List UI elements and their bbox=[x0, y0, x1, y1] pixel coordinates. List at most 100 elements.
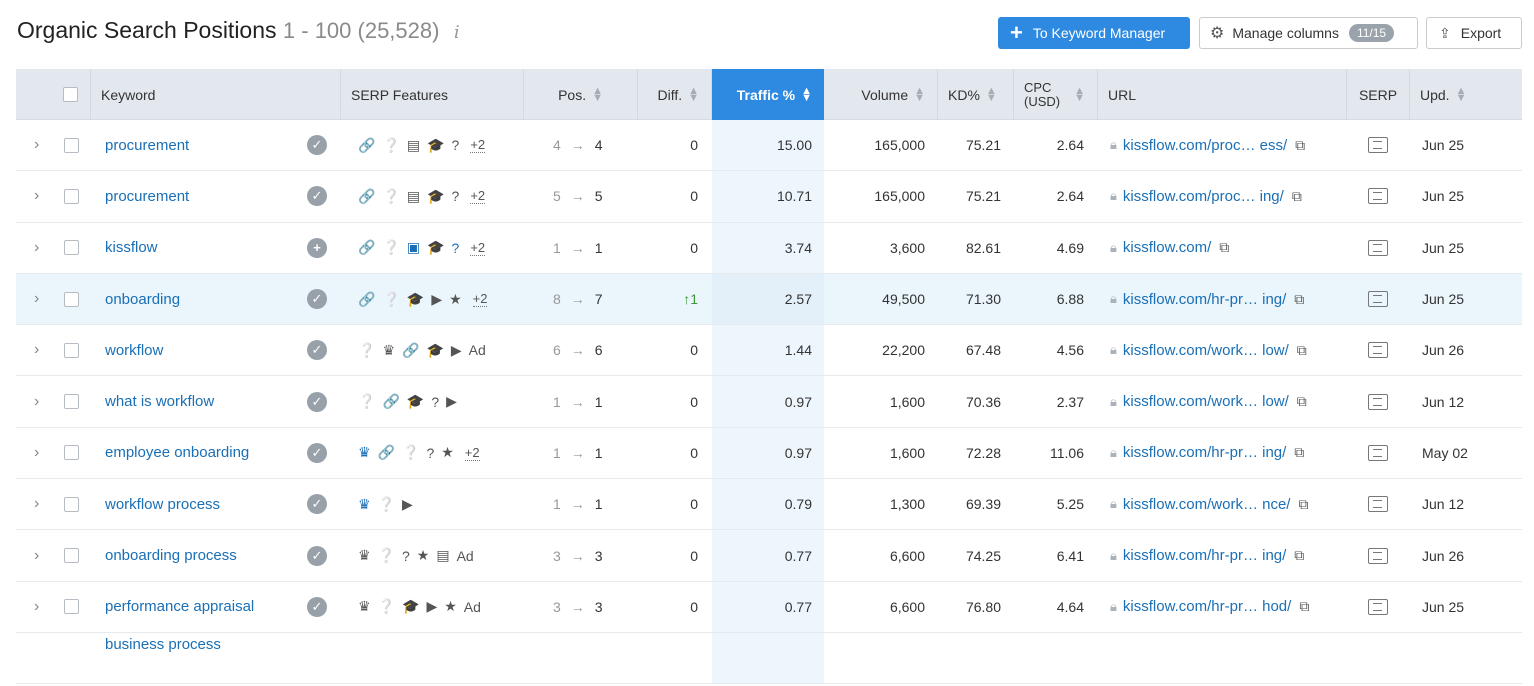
serp-feature-icon[interactable]: Ad bbox=[456, 547, 474, 564]
manage-columns-button[interactable]: ⚙ Manage columns 11/15 bbox=[1199, 17, 1418, 49]
serp-snapshot-icon[interactable] bbox=[1367, 274, 1389, 324]
url-text[interactable]: kissflow.com/proc… ess/ bbox=[1122, 136, 1288, 154]
url-text[interactable]: kissflow.com/proc… ing/ bbox=[1122, 187, 1284, 205]
column-kd[interactable]: KD% ▲ ▼ bbox=[938, 69, 1014, 120]
url-text[interactable]: kissflow.com/work… low/ bbox=[1122, 341, 1289, 359]
keyword-link[interactable]: procurement bbox=[105, 187, 190, 205]
keyword-link[interactable]: business process bbox=[105, 635, 221, 653]
keyword-link[interactable]: employee onboarding bbox=[105, 444, 250, 462]
serp-feature-icon[interactable]: ★ bbox=[449, 290, 462, 307]
table-row[interactable]: › procurement ✓ 🔗 ❔ ▤ 🎓? +2 4 → 4 0 15.00 165,… bbox=[16, 120, 1522, 172]
serp-feature-icon[interactable]: ★ bbox=[416, 547, 430, 564]
select-all-checkbox[interactable] bbox=[63, 87, 78, 102]
url-text[interactable]: kissflow.com/hr-pr… hod/ bbox=[1122, 598, 1292, 616]
external-link-icon[interactable]: ⧉ bbox=[1296, 341, 1307, 358]
serp-feature-icon[interactable]: ▶ bbox=[450, 341, 462, 358]
table-row[interactable]: business process bbox=[16, 632, 1522, 685]
url-link[interactable]: 🔒︎ kissflow.com/work… nce/ ⧉ bbox=[1110, 479, 1308, 529]
external-link-icon[interactable]: ⧉ bbox=[1291, 187, 1302, 204]
table-row[interactable]: › workflow ✓ ❔ ♛ 🔗 🎓 ▶ Ad 6 → 6 0 1.44 22,200 6… bbox=[16, 325, 1522, 377]
serp-feature-icon[interactable]: ❔ bbox=[377, 495, 395, 512]
serp-feature-icon[interactable]: 🔗 bbox=[358, 187, 376, 204]
serp-snapshot-icon[interactable] bbox=[1367, 582, 1389, 632]
row-checkbox[interactable] bbox=[64, 376, 80, 426]
serp-feature-icon[interactable]: 🎓 bbox=[406, 290, 425, 307]
expand-chevron-icon[interactable]: › bbox=[34, 136, 40, 154]
column-diff[interactable]: Diff. ▲ ▼ bbox=[638, 69, 712, 120]
url-text[interactable]: kissflow.com/work… low/ bbox=[1122, 393, 1289, 411]
serp-feature-icon[interactable]: Ad bbox=[468, 342, 486, 359]
external-link-icon[interactable]: ⧉ bbox=[1295, 136, 1306, 153]
more-features[interactable]: +2 bbox=[472, 291, 488, 308]
url-link[interactable]: 🔒︎ kissflow.com/hr-pr… ing/ ⧉ bbox=[1110, 530, 1304, 580]
expand-chevron-icon[interactable]: › bbox=[34, 290, 40, 308]
keyword-intent-icon[interactable]: ✓ bbox=[307, 530, 327, 580]
serp-feature-icon[interactable]: ♛ bbox=[358, 598, 371, 615]
url-text[interactable]: kissflow.com/hr-pr… ing/ bbox=[1122, 444, 1287, 462]
keyword-intent-icon[interactable]: ✓ bbox=[307, 325, 327, 375]
external-link-icon[interactable]: ⧉ bbox=[1219, 239, 1230, 256]
keyword-link[interactable]: onboarding bbox=[105, 290, 181, 308]
more-features[interactable]: +2 bbox=[470, 188, 486, 205]
serp-feature-icon[interactable]: ? bbox=[431, 393, 440, 410]
table-row[interactable]: › what is workflow ✓ ❔ 🔗 🎓? ▶ 1 → 1 0 0.97 1,… bbox=[16, 376, 1522, 428]
row-checkbox[interactable] bbox=[64, 274, 80, 324]
url-link[interactable]: 🔒︎ kissflow.com/work… low/ ⧉ bbox=[1110, 325, 1307, 375]
keyword-intent-icon[interactable]: ✓ bbox=[307, 582, 327, 632]
serp-snapshot-icon[interactable] bbox=[1367, 171, 1389, 221]
expand-chevron-icon[interactable]: › bbox=[34, 238, 40, 256]
serp-feature-icon[interactable]: ❔ bbox=[377, 598, 395, 615]
url-link[interactable]: 🔒︎ kissflow.com/proc… ess/ ⧉ bbox=[1110, 120, 1305, 170]
table-row[interactable]: › employee onboarding ✓ ♛ 🔗 ❔? ★ +2 1 → 1 0 0.… bbox=[16, 427, 1522, 480]
serp-feature-icon[interactable]: ▶ bbox=[402, 495, 413, 512]
url-text[interactable]: kissflow.com/work… nce/ bbox=[1122, 495, 1291, 513]
table-row[interactable]: › performance appraisal ✓ ♛ ❔ 🎓 ▶ ★ Ad 3 → 3 0 … bbox=[16, 581, 1522, 633]
row-checkbox[interactable] bbox=[64, 223, 80, 273]
serp-feature-icon[interactable]: 🔗 bbox=[377, 444, 395, 461]
serp-feature-icon[interactable]: ♛ bbox=[382, 341, 395, 358]
serp-feature-icon[interactable]: 🔗 bbox=[358, 290, 376, 307]
keyword-link[interactable]: workflow process bbox=[105, 495, 221, 513]
serp-snapshot-icon[interactable] bbox=[1367, 120, 1389, 170]
url-link[interactable]: 🔒︎ kissflow.com/work… low/ ⧉ bbox=[1110, 376, 1307, 426]
serp-feature-icon[interactable]: ? bbox=[402, 547, 410, 564]
row-checkbox[interactable] bbox=[64, 120, 80, 170]
more-features[interactable]: +2 bbox=[470, 137, 486, 154]
serp-feature-icon[interactable]: 🎓 bbox=[427, 136, 445, 153]
serp-feature-icon[interactable]: ❔ bbox=[382, 187, 400, 204]
serp-feature-icon[interactable]: 🎓 bbox=[427, 187, 445, 204]
table-row[interactable]: › kissflow + 🔗 ❔ ▣ 🎓? +2 1 → 1 0 3.74 3,600 82… bbox=[16, 222, 1522, 274]
column-upd[interactable]: Upd. ▲ ▼ bbox=[1410, 69, 1522, 120]
to-keyword-manager-button[interactable]: + To Keyword Manager bbox=[998, 17, 1190, 49]
keyword-link[interactable]: onboarding process bbox=[105, 547, 237, 565]
serp-feature-icon[interactable]: ★ bbox=[444, 598, 457, 615]
table-row[interactable]: › workflow process ✓ ♛ ❔ ▶ 1 → 1 0 0.79 1,30… bbox=[16, 479, 1522, 531]
serp-feature-icon[interactable]: Ad bbox=[463, 598, 481, 615]
expand-chevron-icon[interactable]: › bbox=[34, 546, 40, 564]
keyword-intent-icon[interactable]: ✓ bbox=[307, 171, 327, 221]
serp-feature-icon[interactable]: ❔ bbox=[382, 136, 400, 153]
serp-feature-icon[interactable]: ▤ bbox=[406, 187, 421, 204]
url-link[interactable]: 🔒︎ kissflow.com/proc… ing/ ⧉ bbox=[1110, 171, 1302, 221]
serp-feature-icon[interactable]: ▣ bbox=[406, 239, 421, 256]
keyword-intent-icon[interactable]: ✓ bbox=[307, 274, 327, 324]
keyword-link[interactable]: performance appraisal bbox=[105, 598, 255, 616]
url-text[interactable]: kissflow.com/hr-pr… ing/ bbox=[1122, 290, 1287, 308]
url-text[interactable]: kissflow.com/hr-pr… ing/ bbox=[1122, 547, 1287, 565]
external-link-icon[interactable]: ⧉ bbox=[1294, 290, 1305, 307]
serp-feature-icon[interactable]: 🎓 bbox=[402, 598, 420, 615]
serp-feature-icon[interactable]: 🔗 bbox=[382, 393, 400, 410]
serp-feature-icon[interactable]: ❔ bbox=[377, 547, 395, 564]
serp-feature-icon[interactable]: ❔ bbox=[358, 393, 376, 410]
serp-feature-icon[interactable]: ♛ bbox=[358, 547, 371, 564]
serp-feature-icon[interactable]: ? bbox=[451, 137, 460, 154]
serp-feature-icon[interactable]: 🎓 bbox=[427, 239, 445, 256]
column-keyword[interactable]: Keyword bbox=[91, 69, 341, 120]
expand-chevron-icon[interactable]: › bbox=[34, 392, 40, 410]
row-checkbox[interactable] bbox=[64, 428, 80, 478]
serp-feature-icon[interactable]: ▤ bbox=[436, 547, 450, 564]
keyword-link[interactable]: procurement bbox=[105, 136, 190, 154]
more-features[interactable]: +2 bbox=[464, 444, 480, 461]
export-button[interactable]: ⇪ Export bbox=[1426, 17, 1522, 49]
row-checkbox[interactable] bbox=[64, 479, 80, 529]
